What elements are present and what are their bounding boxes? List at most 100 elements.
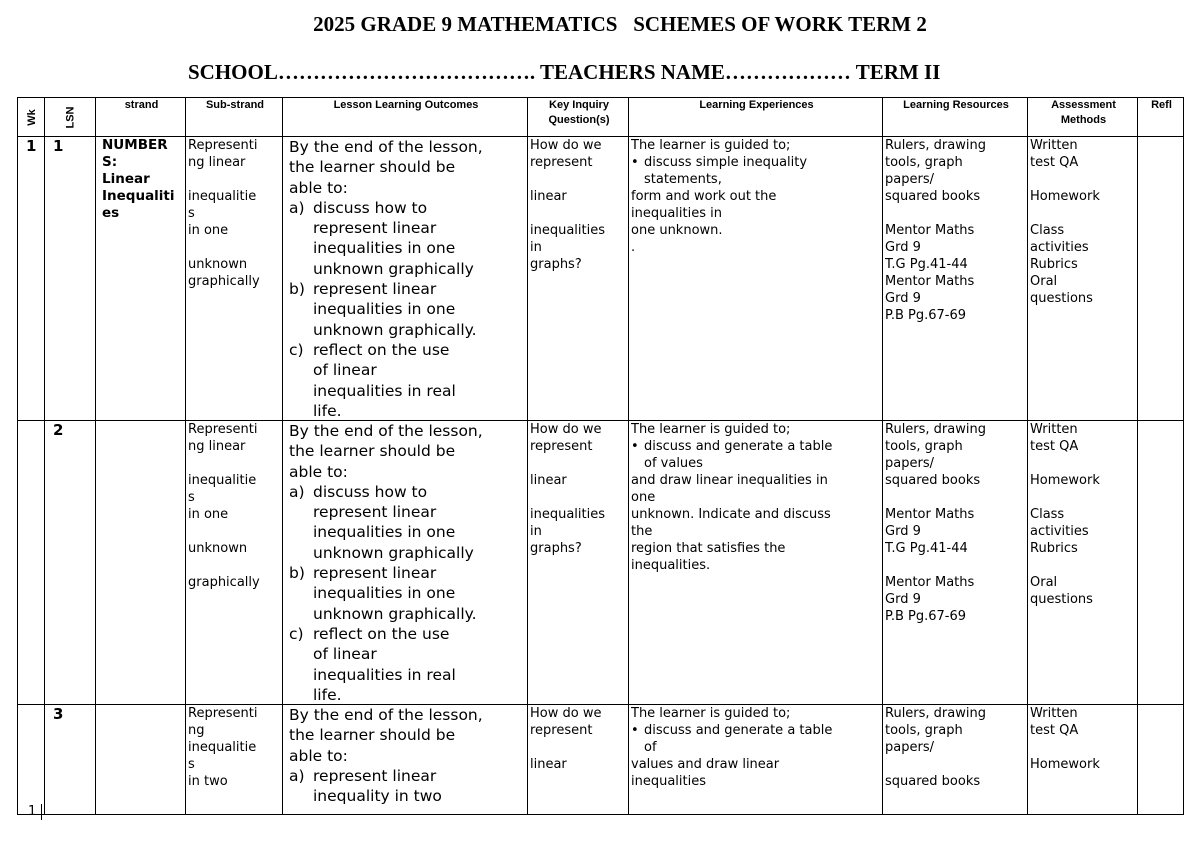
text-line: s	[188, 206, 195, 221]
text-line: es	[102, 205, 120, 221]
block-lines: graphically	[188, 574, 260, 591]
text-line: Homework	[1030, 757, 1100, 772]
table-cell: 1	[17, 136, 45, 421]
cell-content: Written test QA Homework Class activities Rub…	[1030, 422, 1137, 704]
cell-text: 1	[53, 137, 64, 156]
list-marker: c)	[289, 624, 304, 643]
text-line: The learner is guided to;	[631, 422, 791, 437]
text-block: Written test QA	[1030, 422, 1137, 456]
block-lines: Oral questions	[1030, 574, 1093, 608]
table-cell: 2	[44, 420, 96, 705]
text-line: inequalities	[530, 223, 606, 238]
text-line: discuss and generate a table	[644, 439, 833, 454]
text-line: Rubrics	[1030, 541, 1078, 556]
text-line: linear	[530, 473, 567, 488]
text-block: Homework	[1030, 472, 1137, 489]
text-line: discuss simple inequality	[644, 155, 808, 170]
table-cell	[95, 420, 186, 705]
block-lines: The learner is guided to;	[631, 422, 791, 439]
text-block: .	[631, 239, 882, 256]
list-marker: •	[631, 439, 639, 454]
text-line: graphically	[188, 274, 260, 289]
text-line: represent linear	[313, 503, 437, 522]
column-header: Refl	[1137, 97, 1184, 137]
table-cell: By the end of the lesson, the learner sho…	[282, 136, 528, 421]
block-lines: values and draw linear inequalities	[631, 756, 779, 790]
text-block: The learner is guided to;	[631, 422, 882, 439]
block-lines: Written test QA	[1030, 138, 1078, 172]
list-marker: •	[631, 723, 639, 738]
text-block: a) discuss how to represent linear inequali…	[289, 198, 527, 279]
text-line: T.G Pg.41-44	[885, 257, 968, 272]
text-line: able to:	[289, 178, 348, 197]
text-line: discuss and generate a table	[644, 723, 833, 738]
block-lines: Rulers, drawing tools, graph papers/square…	[885, 422, 986, 490]
text-line: The learner is guided to;	[631, 706, 791, 721]
text-line: papers/	[885, 172, 934, 187]
cell-content: How do we represent linear inequalities in gr…	[530, 422, 628, 704]
text-line: squared books	[885, 189, 981, 204]
block-lines: Rulers, drawing tools, graph papers/square…	[885, 138, 986, 206]
text-line: in one	[188, 223, 229, 238]
text-line: inequality in two	[313, 787, 442, 806]
table-cell: Representi ng linear inequalitie s in one unk…	[185, 136, 283, 421]
text-block: graphically	[188, 574, 282, 591]
cell-content	[20, 422, 44, 704]
text-line: in	[530, 524, 542, 539]
text-line: represent linear	[313, 564, 437, 583]
text-block: Mentor Maths Grd 9 T.G Pg.41-44 Mentor Math…	[885, 222, 1027, 324]
block-lines: Mentor Maths Grd 9 T.G Pg.41-44 Mentor Math…	[885, 222, 974, 324]
cell-content: The learner is guided to; • discuss and ge…	[631, 422, 882, 704]
block-lines: discuss and generate a table of	[644, 722, 832, 756]
text-line: Rulers, drawing	[885, 138, 986, 153]
text-line: Written	[1030, 706, 1078, 721]
cell-text: 1	[26, 137, 37, 156]
text-line: unknown graphically.	[313, 604, 477, 623]
text-block: Rulers, drawing tools, graph papers/	[885, 706, 1027, 757]
text-line: of	[644, 740, 657, 755]
text-line: Grd 9	[885, 592, 921, 607]
cell-content: Rulers, drawing tools, graph papers/square…	[885, 138, 1027, 420]
text-line: linear	[530, 189, 567, 204]
text-line: The learner is guided to;	[631, 138, 791, 153]
text-line: Representi	[188, 706, 258, 721]
text-block: unknown	[188, 540, 282, 557]
text-line: By the end of the lesson,	[289, 138, 483, 156]
table-cell: Rulers, drawing tools, graph papers/square…	[882, 704, 1028, 815]
text-line: Rulers, drawing	[885, 706, 986, 721]
list-marker: b)	[289, 280, 305, 299]
table-cell: Written test QA Homework Class activities Rub…	[1027, 136, 1138, 421]
block-lines: Mentor Maths Grd 9 T.G Pg.41-44	[885, 506, 974, 557]
text-line: Representi	[188, 422, 258, 437]
text-line: Oral	[1030, 274, 1058, 289]
text-line: inequalities in real	[313, 381, 456, 400]
text-line: life.	[313, 685, 342, 704]
block-lines: The learner is guided to;	[631, 138, 791, 155]
text-line: represent linear	[313, 280, 437, 299]
column-header-text: LSN	[64, 106, 77, 129]
text-line: one	[631, 490, 656, 505]
text-block: inequalitie s in one	[188, 188, 282, 239]
column-header: strand	[95, 97, 186, 137]
block-lines: The learner is guided to;	[631, 706, 791, 723]
text-line: represent	[530, 723, 593, 738]
text-line: region that satisfies the	[631, 541, 786, 556]
column-header-text: strand	[124, 99, 159, 111]
text-block: Class activities Rubrics	[1030, 506, 1137, 557]
text-block: How do we represent	[530, 422, 628, 456]
block-lines: How do we represent	[530, 422, 601, 456]
column-header-text: Key Inquiry Question(s)	[548, 99, 610, 126]
text-line: one unknown.	[631, 223, 723, 238]
table-row: 2 Representi ng linear inequalitie s in one un…	[17, 420, 1184, 705]
text-line: inequalities in one	[313, 239, 456, 258]
text-line: inequalities	[530, 507, 606, 522]
text-line: activities	[1030, 240, 1089, 255]
text-line: represent linear	[313, 766, 437, 785]
table-cell: 1	[44, 136, 96, 421]
cell-content: Representi ng inequalitie s in two	[188, 706, 282, 814]
table-cell	[17, 420, 45, 705]
cell-content: How do we represent linear	[530, 706, 628, 814]
text-block: NUMBER S: Linear Inequaliti es	[102, 138, 185, 223]
text-line: able to:	[289, 462, 348, 481]
text-line: inequalities in one	[313, 584, 456, 603]
